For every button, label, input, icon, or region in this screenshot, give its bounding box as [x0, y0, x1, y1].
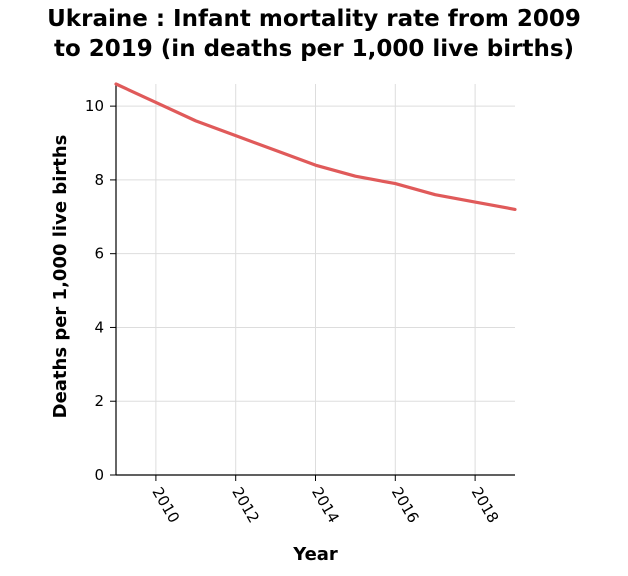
x-tick-label: 2014: [308, 484, 343, 526]
y-tick-label: 6: [94, 245, 104, 263]
chart-title-line-2: to 2019 (in deaths per 1,000 live births…: [53, 36, 575, 62]
y-tick-label: 4: [94, 318, 104, 336]
y-tick-label: 2: [94, 392, 104, 410]
x-tick-label: 2012: [228, 484, 263, 526]
x-tick-label: 2018: [468, 484, 503, 526]
x-tick-label: 2010: [148, 484, 183, 526]
x-tick-label: 2016: [388, 484, 423, 526]
chart-title: Ukraine : Infant mortality rate from 200…: [0, 4, 628, 64]
x-axis-label: Year: [292, 544, 338, 565]
chart-title-line-1: Ukraine : Infant mortality rate from 200…: [47, 6, 581, 32]
y-tick-label: 0: [94, 466, 104, 484]
y-tick-label: 10: [85, 97, 104, 115]
series-line: [114, 82, 517, 212]
y-axis-label: Deaths per 1,000 live births: [50, 135, 71, 419]
y-tick-label: 8: [94, 171, 104, 189]
